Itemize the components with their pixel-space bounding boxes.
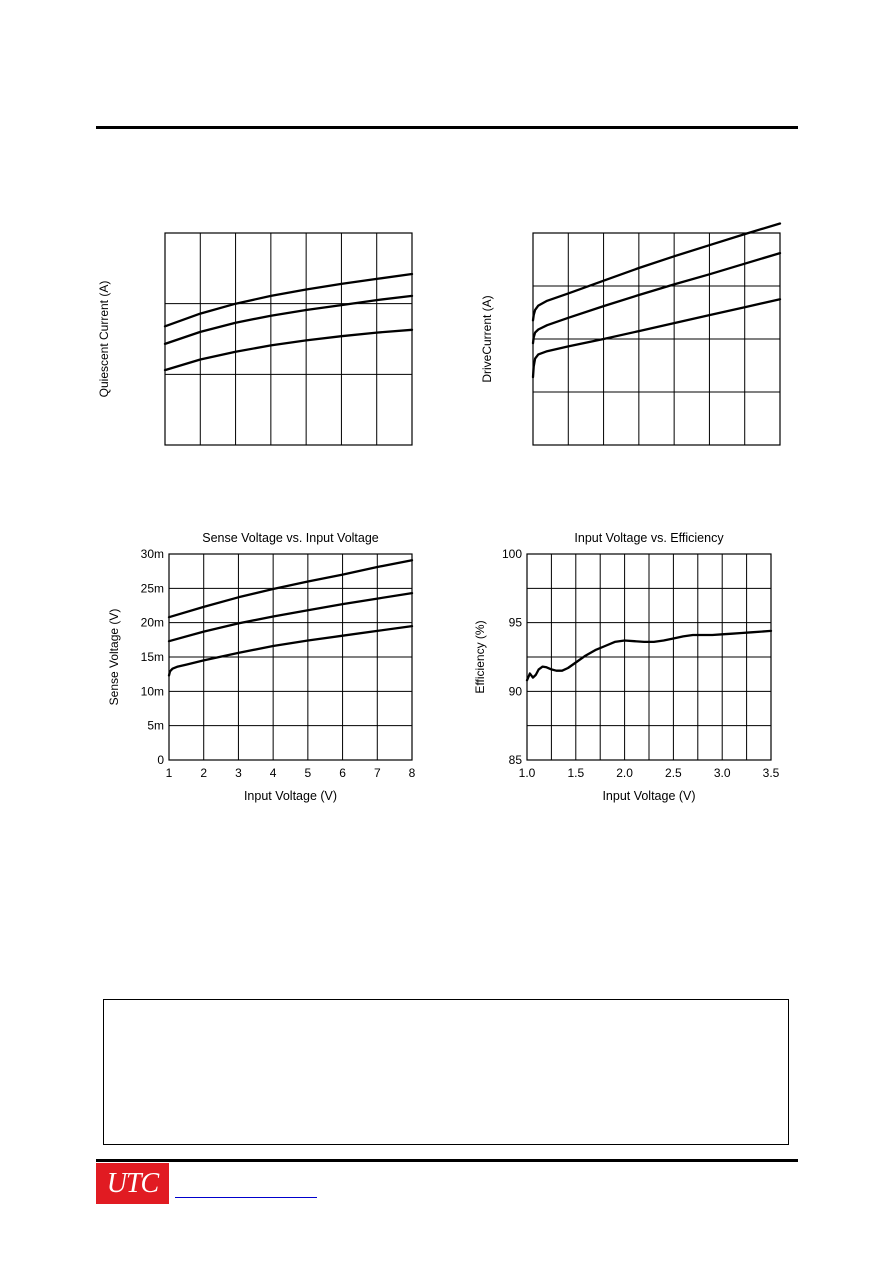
y-tick-label: 95 — [509, 616, 523, 630]
x-tick-label: 3.0 — [714, 766, 731, 780]
y-tick-label: 100 — [502, 547, 522, 561]
series-line-3 — [167, 624, 414, 677]
x-tick-label: 6 — [339, 766, 346, 780]
x-tick-label: 2 — [200, 766, 207, 780]
y-tick-label: 5m — [147, 719, 164, 733]
x-tick-label: 8 — [409, 766, 416, 780]
x-tick-label: 5 — [305, 766, 312, 780]
y-tick-label: 30m — [141, 547, 164, 561]
y-tick-label: 85 — [509, 753, 523, 767]
website-link[interactable] — [175, 1196, 317, 1198]
y-axis-label: Efficiency (%) — [473, 620, 487, 693]
sense-voltage-chart: 1 2 3 4 5 6 7 8 0 5m 10m 15m 20m 25m 30m Sense Voltage … — [107, 531, 416, 803]
y-tick-label: 20m — [141, 616, 164, 630]
notice-box — [103, 999, 789, 1145]
y-axis-label: Sense Voltage (V) — [107, 609, 121, 706]
series-line-2 — [167, 591, 414, 643]
y-tick-label: 25m — [141, 581, 164, 595]
plot-frame — [526, 553, 772, 761]
series-line-1 — [167, 559, 414, 619]
drive-current-chart: DriveCurrent (A) — [480, 222, 782, 446]
x-tick-label: 1.0 — [519, 766, 536, 780]
x-axis-label: Input Voltage (V) — [602, 789, 695, 803]
series-line-3 — [531, 298, 782, 379]
series-line-2 — [163, 294, 414, 346]
footer-rule — [96, 1159, 798, 1162]
header-rule — [96, 126, 798, 129]
x-tick-label: 3.5 — [763, 766, 780, 780]
series-line-1 — [163, 272, 414, 328]
utc-logo: UTC — [96, 1163, 169, 1204]
x-tick-label: 2.0 — [616, 766, 633, 780]
x-tick-label: 1 — [166, 766, 173, 780]
x-tick-label: 2.5 — [665, 766, 682, 780]
y-tick-label: 15m — [141, 650, 164, 664]
series-line-1 — [531, 222, 782, 322]
series-line-3 — [163, 328, 414, 372]
plot-frame — [168, 553, 413, 761]
x-axis-label: Input Voltage (V) — [244, 789, 337, 803]
efficiency-chart: 1.0 1.5 2.0 2.5 3.0 3.5 85 90 95 100 Input Voltage… — [473, 531, 780, 803]
y-tick-label: 90 — [509, 684, 523, 698]
x-tick-label: 4 — [270, 766, 277, 780]
series-line-2 — [531, 251, 782, 345]
chart-title: Sense Voltage vs. Input Voltage — [202, 531, 379, 545]
y-axis-label: DriveCurrent (A) — [480, 295, 494, 382]
series-line-1 — [525, 629, 773, 682]
chart-title: Input Voltage vs. Efficiency — [574, 531, 724, 545]
plot-frame — [164, 232, 413, 446]
x-tick-label: 7 — [374, 766, 381, 780]
x-tick-label: 1.5 — [567, 766, 584, 780]
y-axis-label: Quiescent Current (A) — [97, 281, 111, 398]
y-tick-label: 10m — [141, 684, 164, 698]
logo-text: UTC — [106, 1167, 159, 1199]
y-tick-label: 0 — [157, 753, 164, 767]
quiescent-current-chart: Quiescent Current (A) — [97, 232, 414, 446]
x-tick-label: 3 — [235, 766, 242, 780]
